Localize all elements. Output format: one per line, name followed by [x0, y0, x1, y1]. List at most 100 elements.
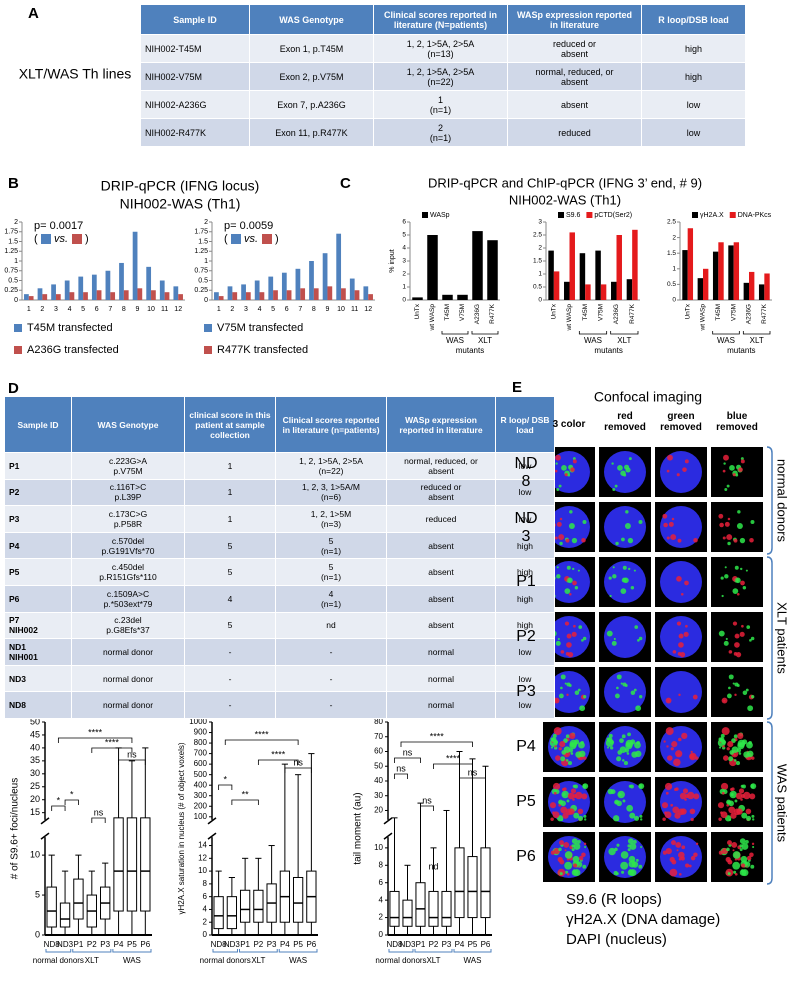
- table-cell: c.23del p.G8Efs*37: [71, 611, 185, 640]
- nucleus: [604, 506, 646, 548]
- bar: [569, 232, 575, 300]
- focus: [574, 690, 580, 695]
- y-tick-label: 8: [379, 860, 384, 869]
- y-tick-label: 35: [30, 755, 40, 765]
- focus: [670, 534, 677, 541]
- y-tick-label: 1: [672, 266, 676, 273]
- focus: [695, 756, 699, 760]
- x-tick-label: ND3: [224, 940, 241, 949]
- focus: [727, 840, 732, 846]
- focus: [639, 814, 643, 818]
- x-tick-label: 5: [271, 306, 275, 313]
- focus: [629, 869, 637, 877]
- legend-label: S9.6 (R loops): [566, 891, 662, 908]
- focus: [622, 565, 627, 570]
- focus: [570, 788, 577, 794]
- focus: [736, 523, 743, 529]
- focus: [668, 521, 674, 527]
- y-tick-label: 0: [402, 297, 406, 304]
- focus: [662, 513, 668, 519]
- table-cell: nd: [275, 611, 387, 640]
- focus: [679, 792, 687, 800]
- focus: [615, 541, 619, 546]
- bar: [295, 268, 301, 300]
- y-tick-label: 50: [374, 761, 383, 770]
- focus: [676, 473, 680, 477]
- header-cell: clinical score in this patient at sample…: [184, 396, 276, 453]
- focus: [745, 688, 749, 692]
- column-header: 3 color: [552, 419, 586, 430]
- focus: [721, 791, 725, 795]
- box: [126, 817, 138, 912]
- bar: [579, 253, 586, 300]
- significance-bracket: [284, 767, 312, 773]
- focus: [613, 637, 616, 640]
- panel-label: A: [28, 5, 39, 22]
- focus: [678, 851, 685, 859]
- focus: [718, 746, 722, 749]
- focus: [718, 513, 724, 519]
- table-cell: high: [495, 531, 555, 560]
- bar: [96, 290, 102, 300]
- bar: [718, 242, 724, 300]
- x-tick-label: P2: [253, 940, 263, 949]
- bar: [78, 276, 84, 300]
- x-tick-label: P1: [240, 940, 250, 949]
- x-tick-label: A236G: [746, 304, 753, 324]
- focus: [616, 818, 620, 822]
- group-label: XLT: [85, 956, 99, 965]
- focus: [583, 814, 587, 818]
- focus: [734, 642, 740, 648]
- focus: [723, 454, 729, 461]
- x-tick-label: A236G: [613, 304, 620, 324]
- axis-break: [383, 832, 393, 840]
- group-bracket: [766, 556, 773, 720]
- focus: [740, 798, 743, 801]
- focus: [553, 727, 562, 736]
- table-cell: P7 NIH002: [4, 611, 72, 640]
- focus: [577, 688, 581, 692]
- y-tick-label: 8: [203, 879, 208, 888]
- focus: [665, 727, 674, 736]
- focus: [626, 752, 630, 755]
- legend-swatch: [692, 212, 698, 218]
- focus: [673, 758, 681, 767]
- x-tick-label: P4: [280, 940, 290, 949]
- focus: [725, 637, 728, 640]
- focus: [741, 812, 748, 819]
- x-tick-label: P6: [140, 940, 150, 949]
- focus: [664, 782, 673, 791]
- focus: [734, 872, 738, 876]
- focus: [746, 855, 752, 861]
- x-tick-label: 6: [285, 306, 289, 313]
- y-tick-label: 1.25: [4, 248, 18, 255]
- annotation: (: [224, 233, 228, 245]
- y-tick-label: 60: [374, 747, 383, 756]
- legend-label: R477K transfected: [217, 344, 308, 356]
- x-tick-label: 7: [108, 306, 112, 313]
- group-bracket: [45, 949, 72, 953]
- focus: [669, 856, 675, 863]
- x-tick-label: UnTx: [414, 303, 421, 319]
- group-label: normal donors: [200, 956, 251, 965]
- table-cell: 1: [184, 478, 276, 507]
- bar: [472, 231, 483, 300]
- focus: [718, 817, 722, 822]
- focus: [614, 693, 620, 699]
- focus: [577, 569, 580, 572]
- focus: [676, 576, 682, 582]
- table-cell: 5 (n=1): [275, 531, 387, 560]
- focus: [723, 755, 729, 761]
- x-tick-label: P4: [114, 940, 124, 949]
- y-tick-label: 0.75: [4, 268, 18, 275]
- focus: [728, 674, 734, 680]
- x-tick-label: P3: [267, 940, 277, 949]
- group-label: XLT: [478, 336, 492, 345]
- focus: [678, 633, 684, 639]
- bar: [110, 292, 116, 300]
- group-label: normal donors: [375, 956, 426, 965]
- focus: [623, 577, 629, 584]
- significance-bracket: [433, 763, 473, 769]
- legend-label: γH2A.X: [700, 212, 724, 219]
- focus: [739, 537, 746, 544]
